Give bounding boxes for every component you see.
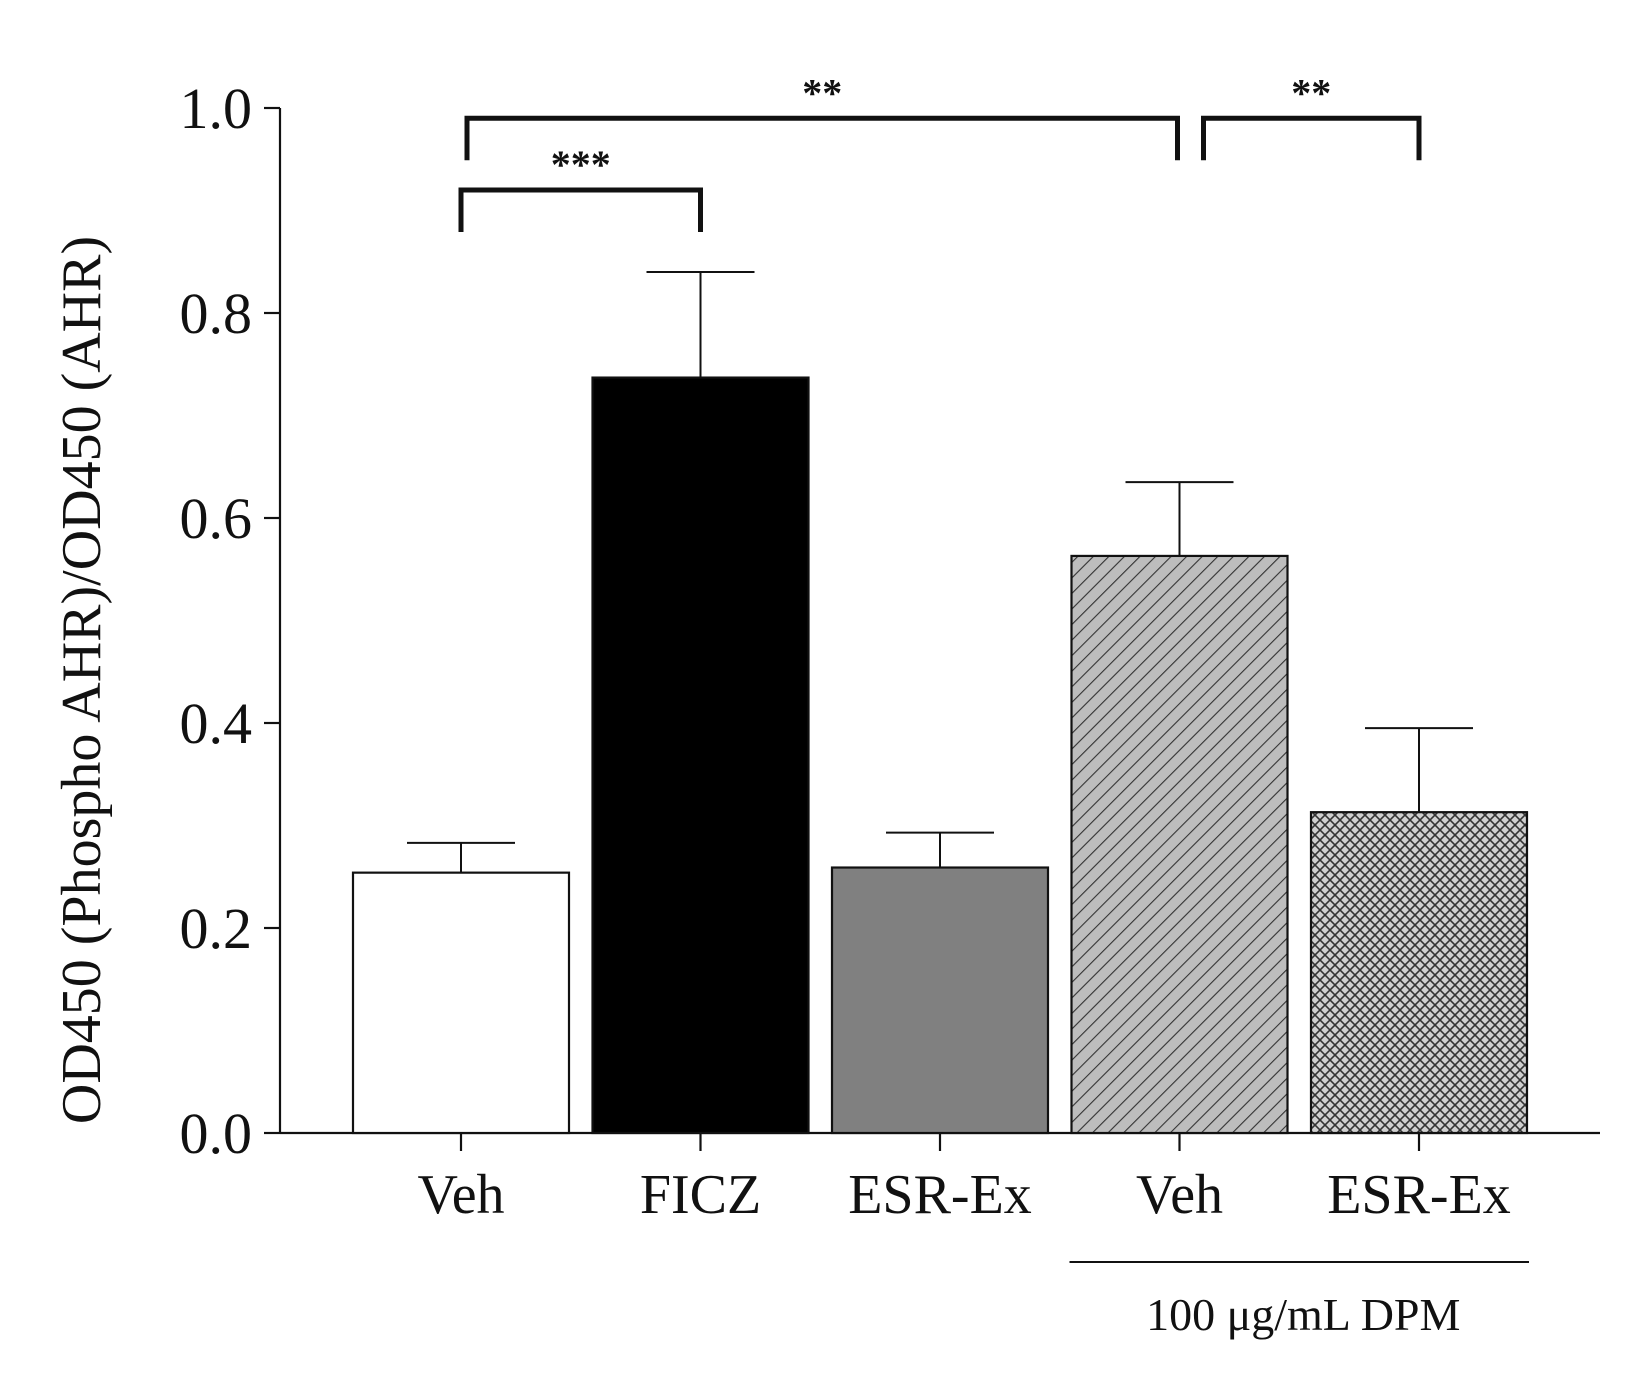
significance-brackets: ***** ** bbox=[458, 70, 1422, 232]
y-tick-label: 0.2 bbox=[180, 896, 253, 961]
bar-3 bbox=[830, 866, 1050, 1135]
x-tick-label: ESR-Ex bbox=[1327, 1164, 1511, 1226]
bar-4 bbox=[1070, 554, 1289, 1135]
significance-label: ** bbox=[1291, 70, 1331, 115]
significance-bracket bbox=[1201, 115, 1422, 161]
y-axis-label: OD450 (Phospho AHR)/OD450 (AHR) bbox=[51, 236, 113, 1124]
x-tick-label: ESR-Ex bbox=[848, 1164, 1032, 1226]
x-tick-label: FICZ bbox=[640, 1164, 761, 1226]
y-tick-label: 0.8 bbox=[180, 281, 253, 346]
bar-2 bbox=[591, 376, 810, 1135]
significance-bracket bbox=[458, 187, 703, 232]
x-tick-label: Veh bbox=[1136, 1164, 1223, 1226]
x-axis: Veh FICZ ESR-Ex Veh ESR-Ex bbox=[280, 1131, 1600, 1226]
bar-1 bbox=[351, 871, 571, 1135]
significance-label: *** bbox=[551, 142, 611, 187]
bar-5 bbox=[1309, 811, 1529, 1135]
significance-bracket bbox=[464, 115, 1180, 161]
y-tick-label: 0.6 bbox=[180, 486, 253, 551]
bars bbox=[351, 376, 1529, 1135]
x-tick-label: Veh bbox=[417, 1164, 504, 1226]
significance-label: ** bbox=[802, 70, 842, 115]
y-tick-label: 0.0 bbox=[180, 1101, 253, 1166]
y-axis: 0.0 0.2 0.4 0.6 0.8 1.0 bbox=[180, 76, 282, 1166]
group-label: 100 μg/mL DPM bbox=[1146, 1289, 1460, 1340]
error-bars bbox=[407, 271, 1473, 873]
y-tick-label: 1.0 bbox=[180, 76, 253, 141]
y-tick-label: 0.4 bbox=[180, 691, 253, 756]
